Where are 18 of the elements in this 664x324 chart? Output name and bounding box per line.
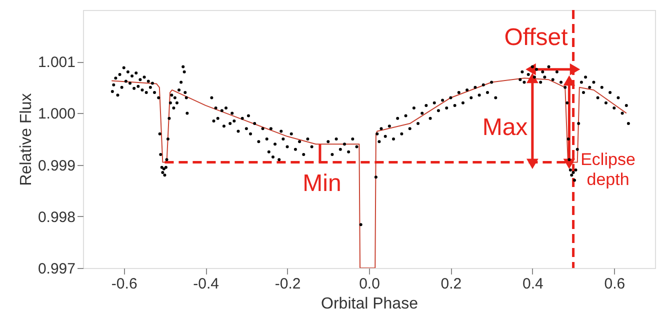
annotation: Offset [504, 24, 568, 51]
y-tick-label: 0.999 [38, 157, 76, 174]
y-tick-label: 0.998 [38, 208, 76, 226]
annotation: Max [482, 114, 528, 141]
x-tick-label: -0.2 [274, 276, 301, 292]
x-tick-label: -0.4 [193, 276, 219, 292]
y-axis-title: Relative Flux [18, 93, 35, 186]
x-tick-label: 0.4 [522, 276, 544, 292]
x-tick-label: 0.2 [440, 276, 462, 292]
y-tick-label: 0.997 [38, 260, 76, 278]
y-tick-label: 1.000 [38, 106, 76, 123]
x-axis-title: Orbital Phase [321, 296, 418, 312]
x-tick-label: 0.6 [604, 276, 626, 292]
annotation: Eclipse depth [580, 150, 636, 189]
annotation: Min [302, 170, 342, 197]
x-tick-label: -0.6 [111, 276, 138, 292]
y-tick-label: 1.001 [38, 54, 76, 72]
x-tick-label: 0.0 [359, 276, 380, 292]
